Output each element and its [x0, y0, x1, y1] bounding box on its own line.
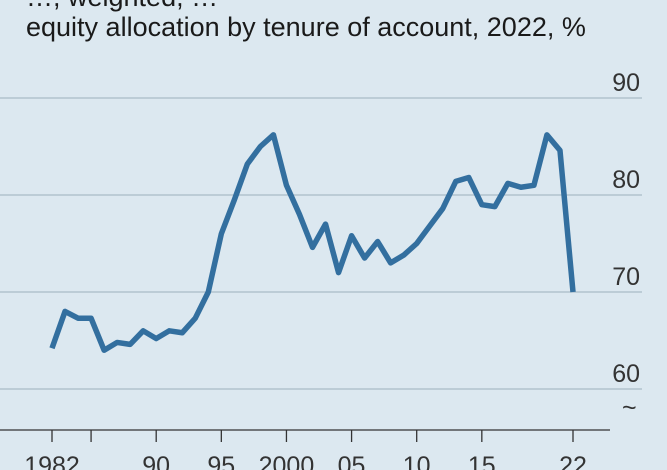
chart-title: equity allocation by tenure of account, …: [26, 12, 586, 42]
y-tick-label-70: 70: [612, 263, 640, 291]
x-tick-label-1995: 95: [207, 452, 235, 470]
tick-labels: 60 70 80 90 ~1982 90 95 2000 05 10 15 22: [24, 69, 640, 470]
x-tick-label-1990: 90: [142, 452, 170, 470]
x-tick-label-2022: 22: [559, 452, 587, 470]
axis-break-icon: ~: [622, 394, 637, 422]
grid: [0, 97, 642, 390]
x-tick-label-2005: 05: [338, 452, 366, 470]
x-tick-label-2000: 2000: [259, 452, 315, 470]
series: [49, 132, 576, 353]
x-tick-label-1982: 1982: [24, 452, 80, 470]
series-line-0: [49, 132, 576, 353]
y-tick-label-90: 90: [612, 69, 640, 97]
x-tick-label-2010: 10: [403, 452, 431, 470]
x-axis: [0, 429, 610, 442]
y-tick-label-80: 80: [612, 166, 640, 194]
y-tick-label-60: 60: [612, 360, 640, 388]
x-tick-label-2015: 15: [468, 452, 496, 470]
chart-title-partial: …, weighted, …: [26, 0, 218, 13]
